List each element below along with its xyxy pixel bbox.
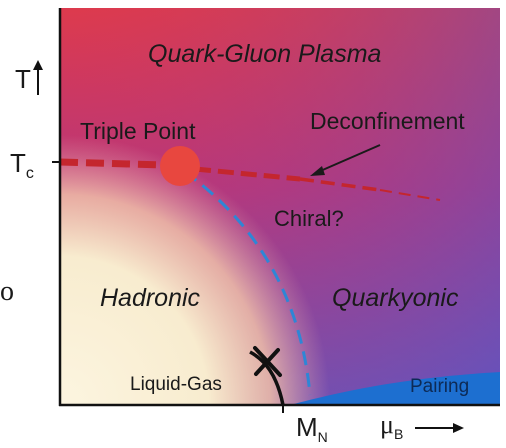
triple-point-marker (160, 146, 200, 186)
liquid-gas-line (249, 350, 285, 406)
qgp-label: Quark-Gluon Plasma (148, 40, 382, 68)
mu-b-label-sub: B (393, 426, 404, 443)
critical-point-cross-icon (253, 346, 282, 377)
deconfinement-label: Deconfinement (310, 108, 465, 134)
deconfinement-arrow (310, 144, 381, 176)
pairing-label: Pairing (410, 376, 470, 397)
hadronic-label: Hadronic (100, 284, 201, 312)
mu-b-label: μB (380, 410, 403, 442)
y-axis-label: T (15, 64, 31, 94)
hadronic-region-fill (60, 8, 500, 405)
mu-axis-arrow-icon (415, 423, 464, 433)
triple-point-label: Triple Point (80, 118, 196, 144)
chiral-line (184, 170, 312, 396)
mn-label-sub: N (317, 429, 328, 446)
chiral-label: Chiral? (274, 206, 344, 231)
tc-label-sub: c (25, 165, 34, 183)
tc-label: Tc (10, 148, 34, 183)
pairing-region (290, 372, 500, 405)
quarkyonic-label: Quarkyonic (332, 284, 459, 312)
liquid-gas-label: Liquid-Gas (130, 374, 222, 395)
deconfinement-line (59, 158, 441, 201)
left-margin-glyph: o (0, 276, 14, 307)
mu-b-label-main: μ (380, 410, 394, 439)
t-axis-arrow-icon (33, 60, 43, 95)
mn-label-main: M (296, 412, 318, 442)
tc-label-main: T (10, 148, 26, 178)
mn-label: MN (296, 412, 328, 445)
